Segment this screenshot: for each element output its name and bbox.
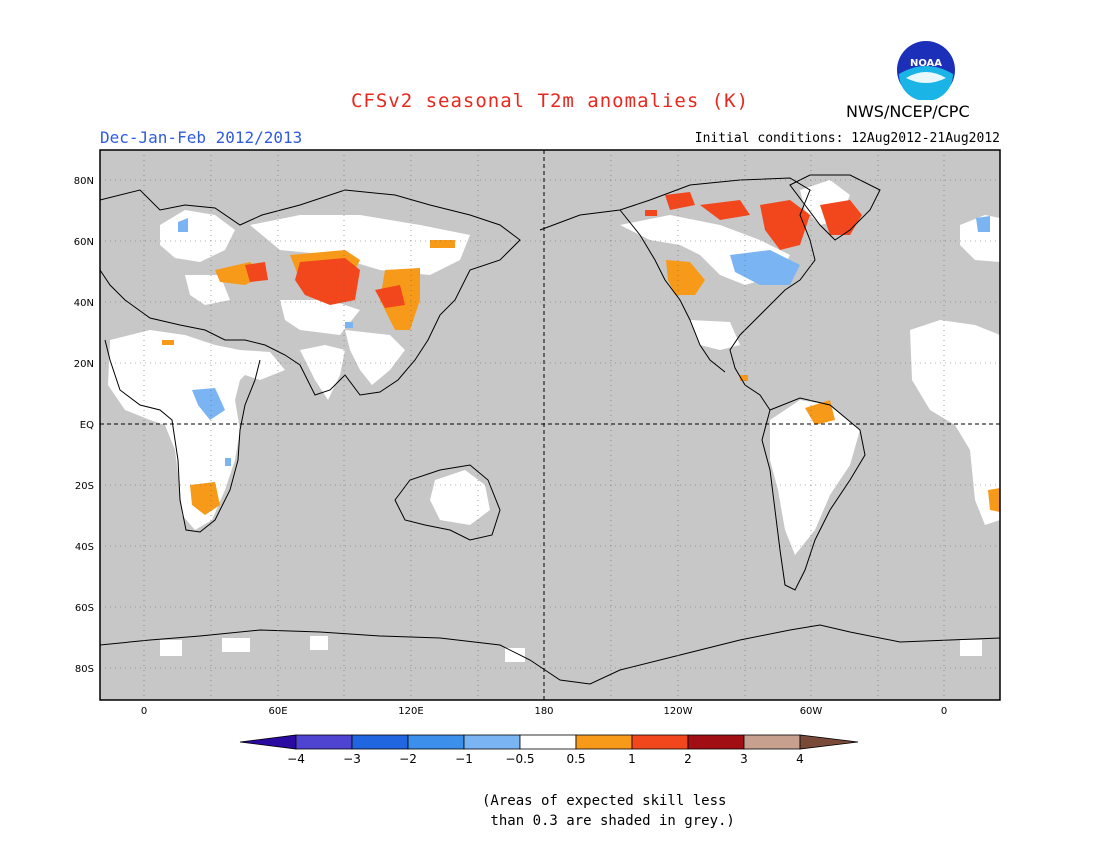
logo-text: NOAA <box>910 58 942 69</box>
lon-labels: 0 60E 120E 180 120W 60W 0 <box>141 706 947 717</box>
colorbar-label: −0.5 <box>505 752 534 766</box>
lon-label: 0 <box>141 706 147 717</box>
colorbar-label: 2 <box>684 752 692 766</box>
lon-label: 0 <box>941 706 947 717</box>
lon-label: 60W <box>800 706 823 717</box>
season-label: Dec-Jan-Feb 2012/2013 <box>100 128 303 147</box>
colorbar-label: 1 <box>628 752 636 766</box>
skill-note-line-1: (Areas of expected skill less <box>482 793 727 809</box>
chart-title: CFSv2 seasonal T2m anomalies (K) <box>350 90 750 112</box>
colorbar <box>239 734 859 750</box>
colorbar-bin <box>519 734 577 750</box>
lat-label: 60N <box>74 237 94 248</box>
lat-label: EQ <box>80 420 94 431</box>
graticule <box>100 150 1000 700</box>
colorbar-bin <box>743 734 801 750</box>
lon-label: 120W <box>664 706 693 717</box>
lat-label: 40S <box>75 542 94 553</box>
lat-label: 80N <box>74 176 94 187</box>
lat-label: 20N <box>74 359 94 370</box>
lat-label: 20S <box>75 481 94 492</box>
lat-label: 40N <box>74 298 94 309</box>
map-frame <box>99 149 1001 701</box>
colorbar-label: 3 <box>740 752 748 766</box>
initial-conditions-label: Initial conditions: 12Aug2012-21Aug2012 <box>694 131 1000 146</box>
colorbar-high-arrow <box>799 734 859 750</box>
lat-label: 80S <box>75 664 94 675</box>
colorbar-bin <box>575 734 633 750</box>
lat-label: 60S <box>75 603 94 614</box>
colorbar-bin <box>351 734 409 750</box>
colorbar-bin <box>295 734 353 750</box>
colorbar-label: 4 <box>796 752 804 766</box>
colorbar-bin <box>407 734 465 750</box>
skill-note: (Areas of expected skill less than 0.3 a… <box>482 791 735 831</box>
colorbar-labels: −4 −3 −2 −1 −0.5 0.5 1 2 3 4 <box>287 752 804 766</box>
skill-areas <box>108 180 1000 662</box>
colorbar-label: −1 <box>455 752 473 766</box>
colorbar-bin <box>631 734 689 750</box>
noaa-logo: NOAA <box>896 40 956 101</box>
colorbar-label: −2 <box>399 752 417 766</box>
colorbar-low-arrow <box>239 734 297 750</box>
colorbar-bin <box>463 734 521 750</box>
coastlines <box>99 174 1001 685</box>
anomaly-1-to-2 <box>245 192 862 308</box>
anomaly-neg-0-5-to-neg-1 <box>178 216 990 466</box>
agency-label: NWS/NCEP/CPC <box>846 102 970 121</box>
colorbar-label: −4 <box>287 752 305 766</box>
colorbar-bin <box>687 734 745 750</box>
skill-note-line-2: than 0.3 are shaded in grey.) <box>482 813 735 829</box>
lat-labels: 80N 60N 40N 20N EQ 20S 40S 60S 80S <box>74 176 94 675</box>
lon-label: 120E <box>398 706 423 717</box>
lon-label: 60E <box>268 706 287 717</box>
lon-label: 180 <box>534 706 553 717</box>
colorbar-label: −3 <box>343 752 361 766</box>
colorbar-label: 0.5 <box>566 752 585 766</box>
